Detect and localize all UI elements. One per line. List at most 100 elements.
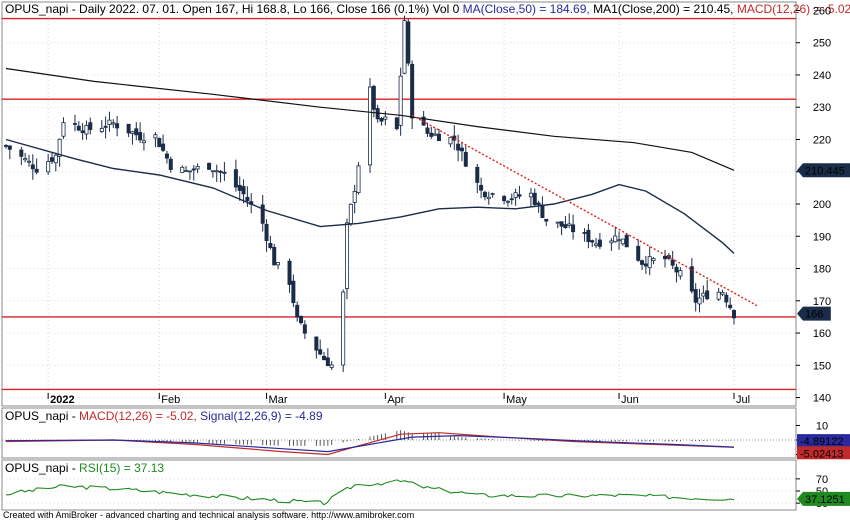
candle-body xyxy=(509,198,514,201)
candle-body xyxy=(475,166,480,183)
candle-body xyxy=(383,116,388,120)
candle-body xyxy=(314,336,319,351)
candle-body xyxy=(674,266,679,273)
macd-value-badge-bg xyxy=(797,446,850,460)
candle-body xyxy=(640,260,645,265)
candle-body xyxy=(161,143,166,151)
price-panel-grid xyxy=(2,4,796,404)
candle-body xyxy=(23,158,28,161)
candle-body xyxy=(436,133,441,142)
candle-body xyxy=(528,192,533,198)
candle-body xyxy=(245,196,250,202)
candle-body xyxy=(322,355,327,361)
candle-body xyxy=(567,223,572,226)
candle-body xyxy=(505,200,510,203)
candle-body xyxy=(207,162,212,170)
candle-body xyxy=(57,138,62,157)
candle-body xyxy=(486,196,491,200)
candle-body xyxy=(291,280,296,304)
candle-body xyxy=(716,291,721,300)
x-tick-label: Apr xyxy=(387,394,404,406)
candle-body xyxy=(157,138,162,148)
candle-body xyxy=(356,165,361,194)
candle-body xyxy=(195,166,200,170)
candle-body xyxy=(402,20,407,74)
candle-body xyxy=(701,292,706,297)
macd-line xyxy=(5,432,735,456)
chart-marks: 2602502402302202102001901801701601501402… xyxy=(2,5,850,510)
candle-body xyxy=(728,304,733,309)
candle-body xyxy=(222,171,227,174)
price-value-badge-bg xyxy=(797,306,831,321)
y-tick-label: 200 xyxy=(813,199,831,211)
candle-body xyxy=(260,204,265,224)
x-tick-label: Jun xyxy=(621,394,639,406)
candle-body xyxy=(624,234,629,248)
candle-body xyxy=(352,191,357,203)
candle-body xyxy=(410,63,415,119)
candle-body xyxy=(490,193,495,195)
candle-body xyxy=(46,161,51,173)
candle-body xyxy=(375,108,380,120)
y-tick-label: 250 xyxy=(813,38,831,50)
candle-body xyxy=(720,292,725,295)
candle-body xyxy=(697,297,702,305)
candle-body xyxy=(187,170,192,173)
candle-body xyxy=(318,349,323,355)
candle-body xyxy=(84,125,89,135)
candle-body xyxy=(34,168,39,173)
macd-value-badge-bg xyxy=(797,434,850,448)
candle-body xyxy=(394,117,399,130)
y-tick-label: 230 xyxy=(813,102,831,114)
candle-body xyxy=(329,364,334,368)
candle-body xyxy=(88,122,93,130)
y-tick-label: 240 xyxy=(813,70,831,82)
candle-body xyxy=(210,170,215,173)
candle-body xyxy=(613,235,618,243)
macd-header: OPUS_napi - MACD(12,26) = -5.02, Signal(… xyxy=(5,409,323,423)
rsi-panel-frame xyxy=(1,459,797,511)
candle-body xyxy=(559,221,564,227)
candle-body xyxy=(76,125,81,131)
candle-body xyxy=(26,160,31,163)
candle-body xyxy=(406,21,411,64)
candle-body xyxy=(620,238,625,245)
y-tick-label: 190 xyxy=(813,231,831,243)
candle-body xyxy=(134,128,139,136)
y-tick-label: 260 xyxy=(813,5,831,17)
candle-body xyxy=(264,223,269,241)
candle-body xyxy=(617,239,622,242)
candle-body xyxy=(268,242,273,249)
candle-body xyxy=(643,263,648,267)
candle-body xyxy=(544,218,549,222)
rsi-value-badge: 37.1251 xyxy=(805,494,845,506)
candle-body xyxy=(180,166,185,173)
candle-body xyxy=(463,151,468,167)
candle-body xyxy=(459,147,464,152)
candle-body xyxy=(678,270,683,277)
candle-body xyxy=(536,202,541,205)
candle-body xyxy=(287,260,292,285)
candle-body xyxy=(53,154,58,164)
candle-body xyxy=(276,262,281,266)
candle-body xyxy=(705,290,710,300)
x-tick-label: May xyxy=(506,394,527,406)
candle-body xyxy=(689,266,694,292)
candle-body xyxy=(693,289,698,303)
candle-body xyxy=(103,125,108,128)
candle-body xyxy=(237,184,242,191)
candle-body xyxy=(555,221,560,224)
candle-body xyxy=(99,128,104,133)
rsi-y-tick-label: 70 xyxy=(816,474,828,486)
candle-body xyxy=(214,170,219,173)
candle-body xyxy=(452,135,457,141)
macd-value-badge: -4.89122 xyxy=(800,436,843,448)
candle-body xyxy=(30,164,35,170)
price-value-badge: 166 xyxy=(805,309,823,321)
signal-line xyxy=(5,434,735,453)
candle-body xyxy=(482,191,487,198)
candle-body xyxy=(594,243,599,246)
ma50-line xyxy=(5,138,735,254)
candle-body xyxy=(479,184,484,191)
candle-body xyxy=(379,117,384,122)
